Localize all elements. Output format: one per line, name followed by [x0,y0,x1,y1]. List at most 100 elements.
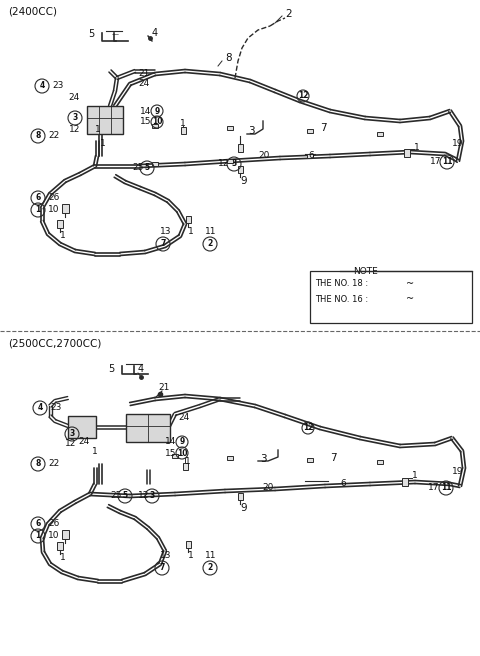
Text: 6: 6 [36,520,41,529]
Bar [307,129,313,133]
Text: 1: 1 [180,119,186,129]
Bar [377,460,383,464]
Text: NOTE: NOTE [353,266,377,276]
Text: 11: 11 [441,483,451,493]
Text: 1: 1 [188,226,194,236]
Text: 4: 4 [138,364,144,374]
Text: 1: 1 [92,447,98,455]
Bar [182,462,188,470]
Bar [126,414,170,442]
Text: 22: 22 [48,131,59,140]
Bar [57,542,63,550]
Text: 12: 12 [138,491,149,501]
Text: 3: 3 [260,454,266,464]
Text: 12: 12 [303,424,313,432]
Text: 10: 10 [48,531,60,541]
Text: 23: 23 [50,403,61,413]
Text: 1: 1 [185,457,191,466]
Bar [152,162,158,166]
Text: 6: 6 [36,194,41,203]
Text: 9: 9 [180,438,185,447]
Bar [238,144,242,152]
Bar [377,132,383,136]
Bar [402,478,408,486]
Text: 8: 8 [225,53,232,63]
Text: 2: 2 [285,9,292,19]
Bar [307,458,313,462]
Text: 9: 9 [396,295,401,304]
Bar [227,456,233,460]
Text: 24: 24 [178,413,189,422]
Bar [57,220,63,228]
Text: 9: 9 [155,106,160,115]
Text: 10: 10 [177,449,187,457]
Bar [180,127,185,134]
Text: 3: 3 [70,430,74,438]
Text: 4: 4 [37,403,43,413]
Text: (2400CC): (2400CC) [8,6,57,16]
Text: 15: 15 [165,449,177,457]
Text: 24: 24 [78,436,89,445]
Text: 9: 9 [240,503,247,513]
Text: 3: 3 [248,126,254,136]
Text: 7: 7 [159,564,165,573]
Text: 12: 12 [218,159,229,169]
Text: ~: ~ [406,279,414,289]
Text: 25: 25 [110,491,121,501]
Text: 1: 1 [100,140,106,148]
Bar [227,159,233,163]
Text: 12: 12 [69,125,80,134]
Bar [68,416,96,438]
Text: 21: 21 [158,384,169,392]
Text: 10: 10 [152,117,162,127]
Text: 11: 11 [442,157,452,167]
Text: 20: 20 [258,152,269,161]
Text: 1: 1 [396,279,401,289]
Text: 5: 5 [122,491,128,501]
Text: 26: 26 [48,194,60,203]
Text: THE NO. 16 :: THE NO. 16 : [315,295,368,304]
Bar [87,106,123,134]
Text: 1: 1 [60,554,66,562]
Text: 8: 8 [36,131,41,140]
Bar [307,154,313,158]
Text: 17: 17 [430,157,442,167]
Text: 26: 26 [48,520,60,529]
Text: 4: 4 [39,81,45,91]
Text: 6: 6 [340,478,346,487]
Text: 5: 5 [88,29,94,39]
Text: 1: 1 [60,232,66,241]
Bar [61,529,69,539]
Text: 21: 21 [138,68,149,77]
Text: 3: 3 [231,159,237,169]
Text: 10: 10 [48,205,60,215]
Text: 11: 11 [205,226,216,236]
Text: 15: 15 [140,117,152,127]
Text: 3: 3 [149,491,155,501]
Text: 12: 12 [65,440,76,449]
Text: 7: 7 [320,123,326,133]
Text: 6: 6 [308,152,314,161]
Text: 3: 3 [72,113,78,123]
Text: 1: 1 [36,205,41,215]
Text: 13: 13 [160,226,171,236]
Text: 19: 19 [452,140,464,148]
Bar [185,541,191,548]
FancyBboxPatch shape [310,271,472,323]
Text: 1: 1 [95,125,101,134]
Text: 24: 24 [68,94,79,102]
Bar [404,149,410,157]
Text: 25: 25 [132,163,144,173]
Text: 22: 22 [48,459,59,468]
Bar [172,454,178,458]
Text: 11: 11 [205,552,216,560]
Text: 8: 8 [420,279,425,289]
Text: 1: 1 [188,552,194,560]
Text: 2: 2 [207,564,213,573]
Text: 24: 24 [138,79,149,87]
Text: 1: 1 [36,531,41,541]
Text: 7: 7 [330,453,336,463]
Text: 5: 5 [144,163,150,173]
Text: 12: 12 [417,295,427,304]
Bar [238,165,242,173]
